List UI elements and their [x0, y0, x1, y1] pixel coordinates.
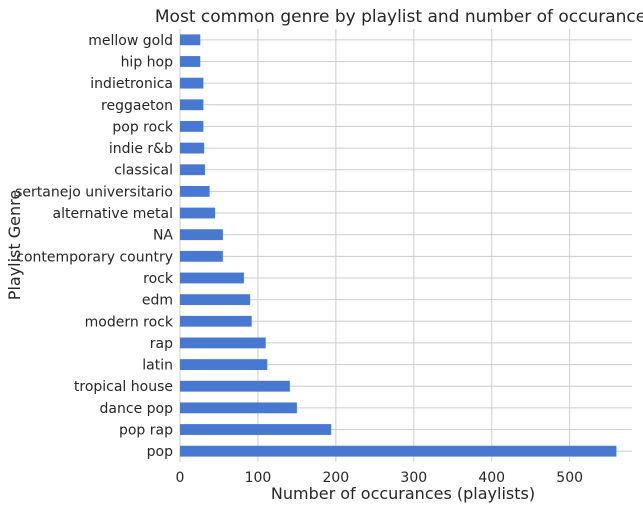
category-label: sertanejo universitario — [15, 184, 173, 200]
category-label: latin — [142, 358, 173, 374]
category-label: mellow gold — [88, 33, 173, 49]
x-tick-label: 0 — [176, 470, 185, 486]
bar — [180, 34, 201, 46]
bar — [180, 380, 290, 392]
category-label: pop — [147, 444, 173, 460]
category-label: tropical house — [74, 379, 173, 395]
bar — [180, 337, 266, 349]
category-label: pop rock — [112, 119, 174, 135]
bar — [180, 56, 201, 67]
bar — [180, 315, 252, 327]
x-tick-label: 100 — [245, 470, 272, 486]
x-tick-label: 400 — [478, 470, 505, 486]
bar — [180, 185, 210, 197]
bar — [180, 229, 223, 241]
x-tick-label: 200 — [322, 470, 349, 486]
bar — [180, 402, 297, 414]
category-label: modern rock — [85, 314, 174, 330]
bar — [180, 142, 205, 154]
bar — [180, 99, 204, 111]
bar — [180, 445, 617, 457]
x-axis-title: Number of occurances (playlists) — [271, 484, 535, 503]
category-label: indie r&b — [109, 141, 173, 157]
category-label: pop rap — [119, 423, 173, 439]
grid — [179, 29, 632, 462]
category-label: indietronica — [90, 76, 173, 92]
category-label: hip hop — [121, 54, 174, 70]
x-tick-label: 300 — [400, 470, 427, 486]
bar — [180, 207, 216, 219]
category-label: dance pop — [100, 401, 174, 417]
bar — [180, 250, 223, 262]
category-labels: pop pop rap dance pop tropical house latin ra… — [15, 33, 174, 460]
category-label: edm — [142, 293, 173, 309]
bar — [180, 121, 204, 132]
bar — [180, 424, 332, 435]
bar — [180, 294, 251, 306]
category-label: contemporary country — [16, 249, 173, 265]
y-axis-title: Playlist Genre — [5, 190, 24, 300]
category-label: alternative metal — [53, 206, 173, 222]
chart-title: Most common genre by playlist and number… — [155, 7, 643, 27]
category-label: rock — [143, 271, 174, 287]
x-tick-label: 500 — [556, 470, 583, 486]
bar — [180, 359, 268, 370]
category-label: reggaeton — [101, 98, 173, 114]
bar — [180, 272, 244, 284]
category-label: rap — [150, 336, 173, 352]
bar — [180, 164, 205, 176]
category-label: classical — [114, 163, 173, 179]
category-label: NA — [153, 228, 173, 244]
x-tick-labels: 0 100 200 300 400 500 — [176, 470, 583, 486]
bar — [180, 77, 204, 89]
bars — [180, 34, 617, 457]
